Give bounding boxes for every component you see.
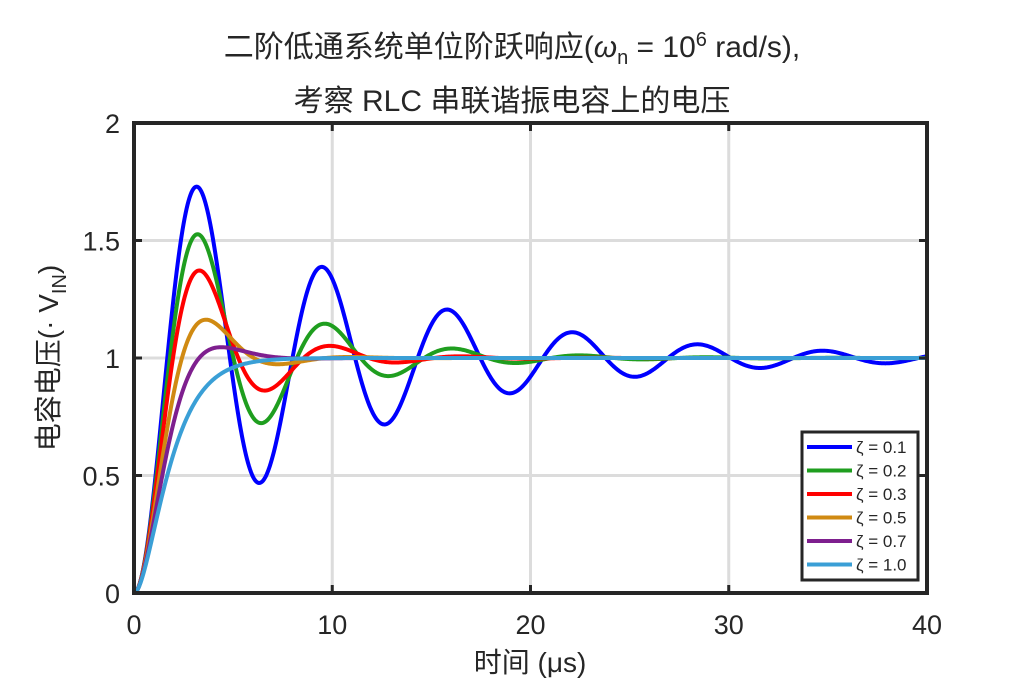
legend-label: ζ = 0.1 <box>856 438 907 457</box>
title-exponent: 6 <box>695 29 707 51</box>
title-eq: = 10 <box>628 31 696 64</box>
legend-label: ζ = 1.0 <box>856 556 907 575</box>
x-tick-label: 30 <box>714 610 744 640</box>
title-suffix: rad/s), <box>706 31 801 64</box>
omega-subscript: n <box>617 47 629 69</box>
plot-curves <box>133 184 928 595</box>
chart-title-line1: 二阶低通系统单位阶跃响应(ωn = 106 rad/s), <box>0 22 1024 70</box>
x-tick-label: 10 <box>317 610 347 640</box>
legend-label: ζ = 0.5 <box>856 509 907 528</box>
legend-label: ζ = 0.2 <box>856 462 907 481</box>
legend-label: ζ = 0.7 <box>856 532 907 551</box>
chart-title-line2: 考察 RLC 串联谐振电容上的电压 <box>293 85 731 118</box>
omega-symbol: ω <box>593 31 618 64</box>
x-tick-label: 0 <box>126 610 141 640</box>
y-tick-label: 1.5 <box>82 227 120 257</box>
y-tick-label: 0 <box>105 579 120 609</box>
legend-box <box>800 430 920 582</box>
legend: ζ = 0.1 ζ = 0.2 ζ = 0.3 ζ = 0.5 ζ = 0.7 ζ = 1… <box>800 430 920 582</box>
series-line <box>133 356 927 595</box>
axis-ticks: 0 10 20 30 40 0 0.5 1 1.5 2 <box>82 109 942 640</box>
y-tick-label: 2 <box>105 109 120 139</box>
y-axis-label: 电容电压(· VIN) <box>33 265 71 451</box>
svg-text:电容电压(· VIN): 电容电压(· VIN) <box>33 265 71 451</box>
x-tick-label: 40 <box>912 610 942 640</box>
x-tick-label: 20 <box>515 610 545 640</box>
legend-label: ζ = 0.3 <box>856 485 907 504</box>
title-text: 二阶低通系统单位阶跃响应( <box>223 31 594 64</box>
x-axis-label: 时间 (μs) <box>474 647 587 678</box>
y-tick-label: 0.5 <box>82 462 120 492</box>
y-tick-label: 1 <box>105 344 120 374</box>
